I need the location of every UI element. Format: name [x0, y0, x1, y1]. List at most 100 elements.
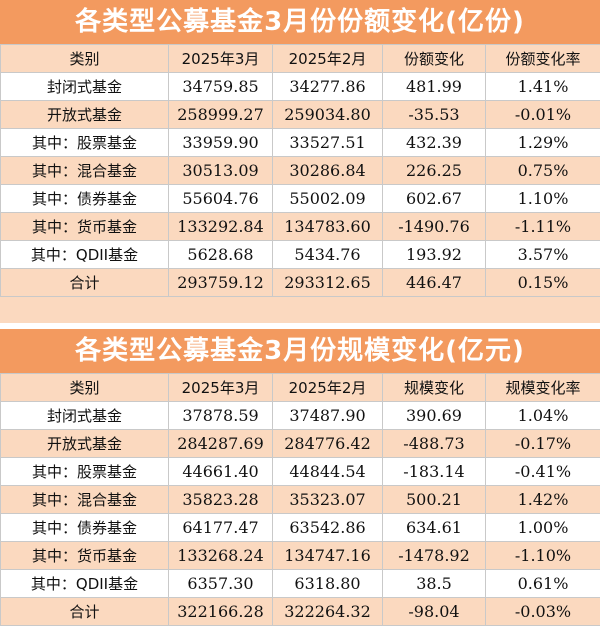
- value-cell: 35823.28: [168, 485, 273, 514]
- share-section: 各类型公募基金3月份份额变化(亿份) 类别 2025年3月 2025年2月 份额…: [0, 0, 600, 323]
- value-cell: -35.53: [382, 100, 486, 129]
- value-cell: -1478.92: [382, 541, 486, 570]
- category-cell: 合计: [0, 597, 169, 626]
- category-cell: 开放式基金: [0, 100, 169, 129]
- value-cell: 6357.30: [168, 569, 273, 598]
- table-row: 合计 322166.28 322264.32 -98.04 -0.03%: [0, 597, 600, 626]
- value-cell: 30286.84: [272, 156, 383, 185]
- category-cell: 其中：混合基金: [0, 485, 169, 514]
- scale-section: 各类型公募基金3月份规模变化(亿元) 类别 2025年3月 2025年2月 规模…: [0, 329, 600, 626]
- value-cell: 1.29%: [485, 128, 600, 157]
- scale-table-body: 封闭式基金 37878.59 37487.90 390.69 1.04% 开放式基金 284…: [0, 401, 600, 626]
- share-table: 类别 2025年3月 2025年2月 份额变化 份额变化率 封闭式基金 34759…: [0, 44, 600, 297]
- value-cell: 55604.76: [168, 184, 273, 213]
- category-cell: 其中：货币基金: [0, 212, 169, 241]
- column-header: 类别: [0, 373, 169, 402]
- column-header: 类别: [0, 44, 169, 73]
- value-cell: 390.69: [382, 401, 486, 430]
- value-cell: 133292.84: [168, 212, 273, 241]
- value-cell: -0.01%: [485, 100, 600, 129]
- table-row: 其中：货币基金 133292.84 134783.60 -1490.76 -1.11%: [0, 212, 600, 241]
- table-row: 其中：混合基金 30513.09 30286.84 226.25 0.75%: [0, 156, 600, 185]
- column-header: 份额变化率: [485, 44, 600, 73]
- table-row: 其中：QDII基金 6357.30 6318.80 38.5 0.61%: [0, 569, 600, 598]
- value-cell: 55002.09: [272, 184, 383, 213]
- category-cell: 其中：债券基金: [0, 513, 169, 542]
- value-cell: 35323.07: [272, 485, 383, 514]
- value-cell: 44844.54: [272, 457, 383, 486]
- value-cell: 284776.42: [272, 429, 383, 458]
- value-cell: 34759.85: [168, 72, 273, 101]
- column-header: 2025年2月: [272, 373, 383, 402]
- column-header: 规模变化率: [485, 373, 600, 402]
- category-cell: 合计: [0, 268, 169, 297]
- category-cell: 封闭式基金: [0, 401, 169, 430]
- column-header: 2025年3月: [168, 44, 273, 73]
- value-cell: 5628.68: [168, 240, 273, 269]
- value-cell: 64177.47: [168, 513, 273, 542]
- column-header: 份额变化: [382, 44, 486, 73]
- value-cell: 5434.76: [272, 240, 383, 269]
- value-cell: 258999.27: [168, 100, 273, 129]
- value-cell: 63542.86: [272, 513, 383, 542]
- value-cell: 0.75%: [485, 156, 600, 185]
- value-cell: 446.47: [382, 268, 486, 297]
- value-cell: 1.04%: [485, 401, 600, 430]
- category-cell: 其中：混合基金: [0, 156, 169, 185]
- value-cell: 134783.60: [272, 212, 383, 241]
- value-cell: -488.73: [382, 429, 486, 458]
- value-cell: 500.21: [382, 485, 486, 514]
- value-cell: -0.41%: [485, 457, 600, 486]
- table-row: 合计 293759.12 293312.65 446.47 0.15%: [0, 268, 600, 297]
- value-cell: 44661.40: [168, 457, 273, 486]
- value-cell: 133268.24: [168, 541, 273, 570]
- value-cell: 37487.90: [272, 401, 383, 430]
- category-cell: 其中：债券基金: [0, 184, 169, 213]
- share-header-row: 类别 2025年3月 2025年2月 份额变化 份额变化率: [0, 44, 600, 73]
- value-cell: -0.17%: [485, 429, 600, 458]
- category-cell: 其中：股票基金: [0, 128, 169, 157]
- table-row: 其中：债券基金 64177.47 63542.86 634.61 1.00%: [0, 513, 600, 542]
- scale-header-row: 类别 2025年3月 2025年2月 规模变化 规模变化率: [0, 373, 600, 402]
- value-cell: 193.92: [382, 240, 486, 269]
- table-row: 开放式基金 258999.27 259034.80 -35.53 -0.01%: [0, 100, 600, 129]
- value-cell: 293759.12: [168, 268, 273, 297]
- value-cell: -1.11%: [485, 212, 600, 241]
- column-header: 2025年2月: [272, 44, 383, 73]
- value-cell: 634.61: [382, 513, 486, 542]
- category-cell: 其中：QDII基金: [0, 569, 169, 598]
- value-cell: 1.10%: [485, 184, 600, 213]
- value-cell: 1.41%: [485, 72, 600, 101]
- table-row: 开放式基金 284287.69 284776.42 -488.73 -0.17%: [0, 429, 600, 458]
- column-header: 2025年3月: [168, 373, 273, 402]
- value-cell: -183.14: [382, 457, 486, 486]
- share-table-title: 各类型公募基金3月份份额变化(亿份): [0, 0, 600, 44]
- value-cell: 0.15%: [485, 268, 600, 297]
- value-cell: 34277.86: [272, 72, 383, 101]
- category-cell: 其中：QDII基金: [0, 240, 169, 269]
- scale-table: 类别 2025年3月 2025年2月 规模变化 规模变化率 封闭式基金 37878…: [0, 373, 600, 626]
- value-cell: 602.67: [382, 184, 486, 213]
- value-cell: 432.39: [382, 128, 486, 157]
- value-cell: 322166.28: [168, 597, 273, 626]
- category-cell: 其中：货币基金: [0, 541, 169, 570]
- table-row: 其中：混合基金 35823.28 35323.07 500.21 1.42%: [0, 485, 600, 514]
- value-cell: 134747.16: [272, 541, 383, 570]
- value-cell: 38.5: [382, 569, 486, 598]
- value-cell: -1490.76: [382, 212, 486, 241]
- value-cell: 3.57%: [485, 240, 600, 269]
- scale-table-title: 各类型公募基金3月份规模变化(亿元): [0, 329, 600, 373]
- table-row: 其中：QDII基金 5628.68 5434.76 193.92 3.57%: [0, 240, 600, 269]
- category-cell: 其中：股票基金: [0, 457, 169, 486]
- value-cell: -0.03%: [485, 597, 600, 626]
- category-cell: 封闭式基金: [0, 72, 169, 101]
- table-row: 其中：股票基金 44661.40 44844.54 -183.14 -0.41%: [0, 457, 600, 486]
- value-cell: 33527.51: [272, 128, 383, 157]
- value-cell: -1.10%: [485, 541, 600, 570]
- value-cell: 33959.90: [168, 128, 273, 157]
- value-cell: 37878.59: [168, 401, 273, 430]
- category-cell: 开放式基金: [0, 429, 169, 458]
- value-cell: 284287.69: [168, 429, 273, 458]
- table-row: 其中：货币基金 133268.24 134747.16 -1478.92 -1.10%: [0, 541, 600, 570]
- value-cell: 1.00%: [485, 513, 600, 542]
